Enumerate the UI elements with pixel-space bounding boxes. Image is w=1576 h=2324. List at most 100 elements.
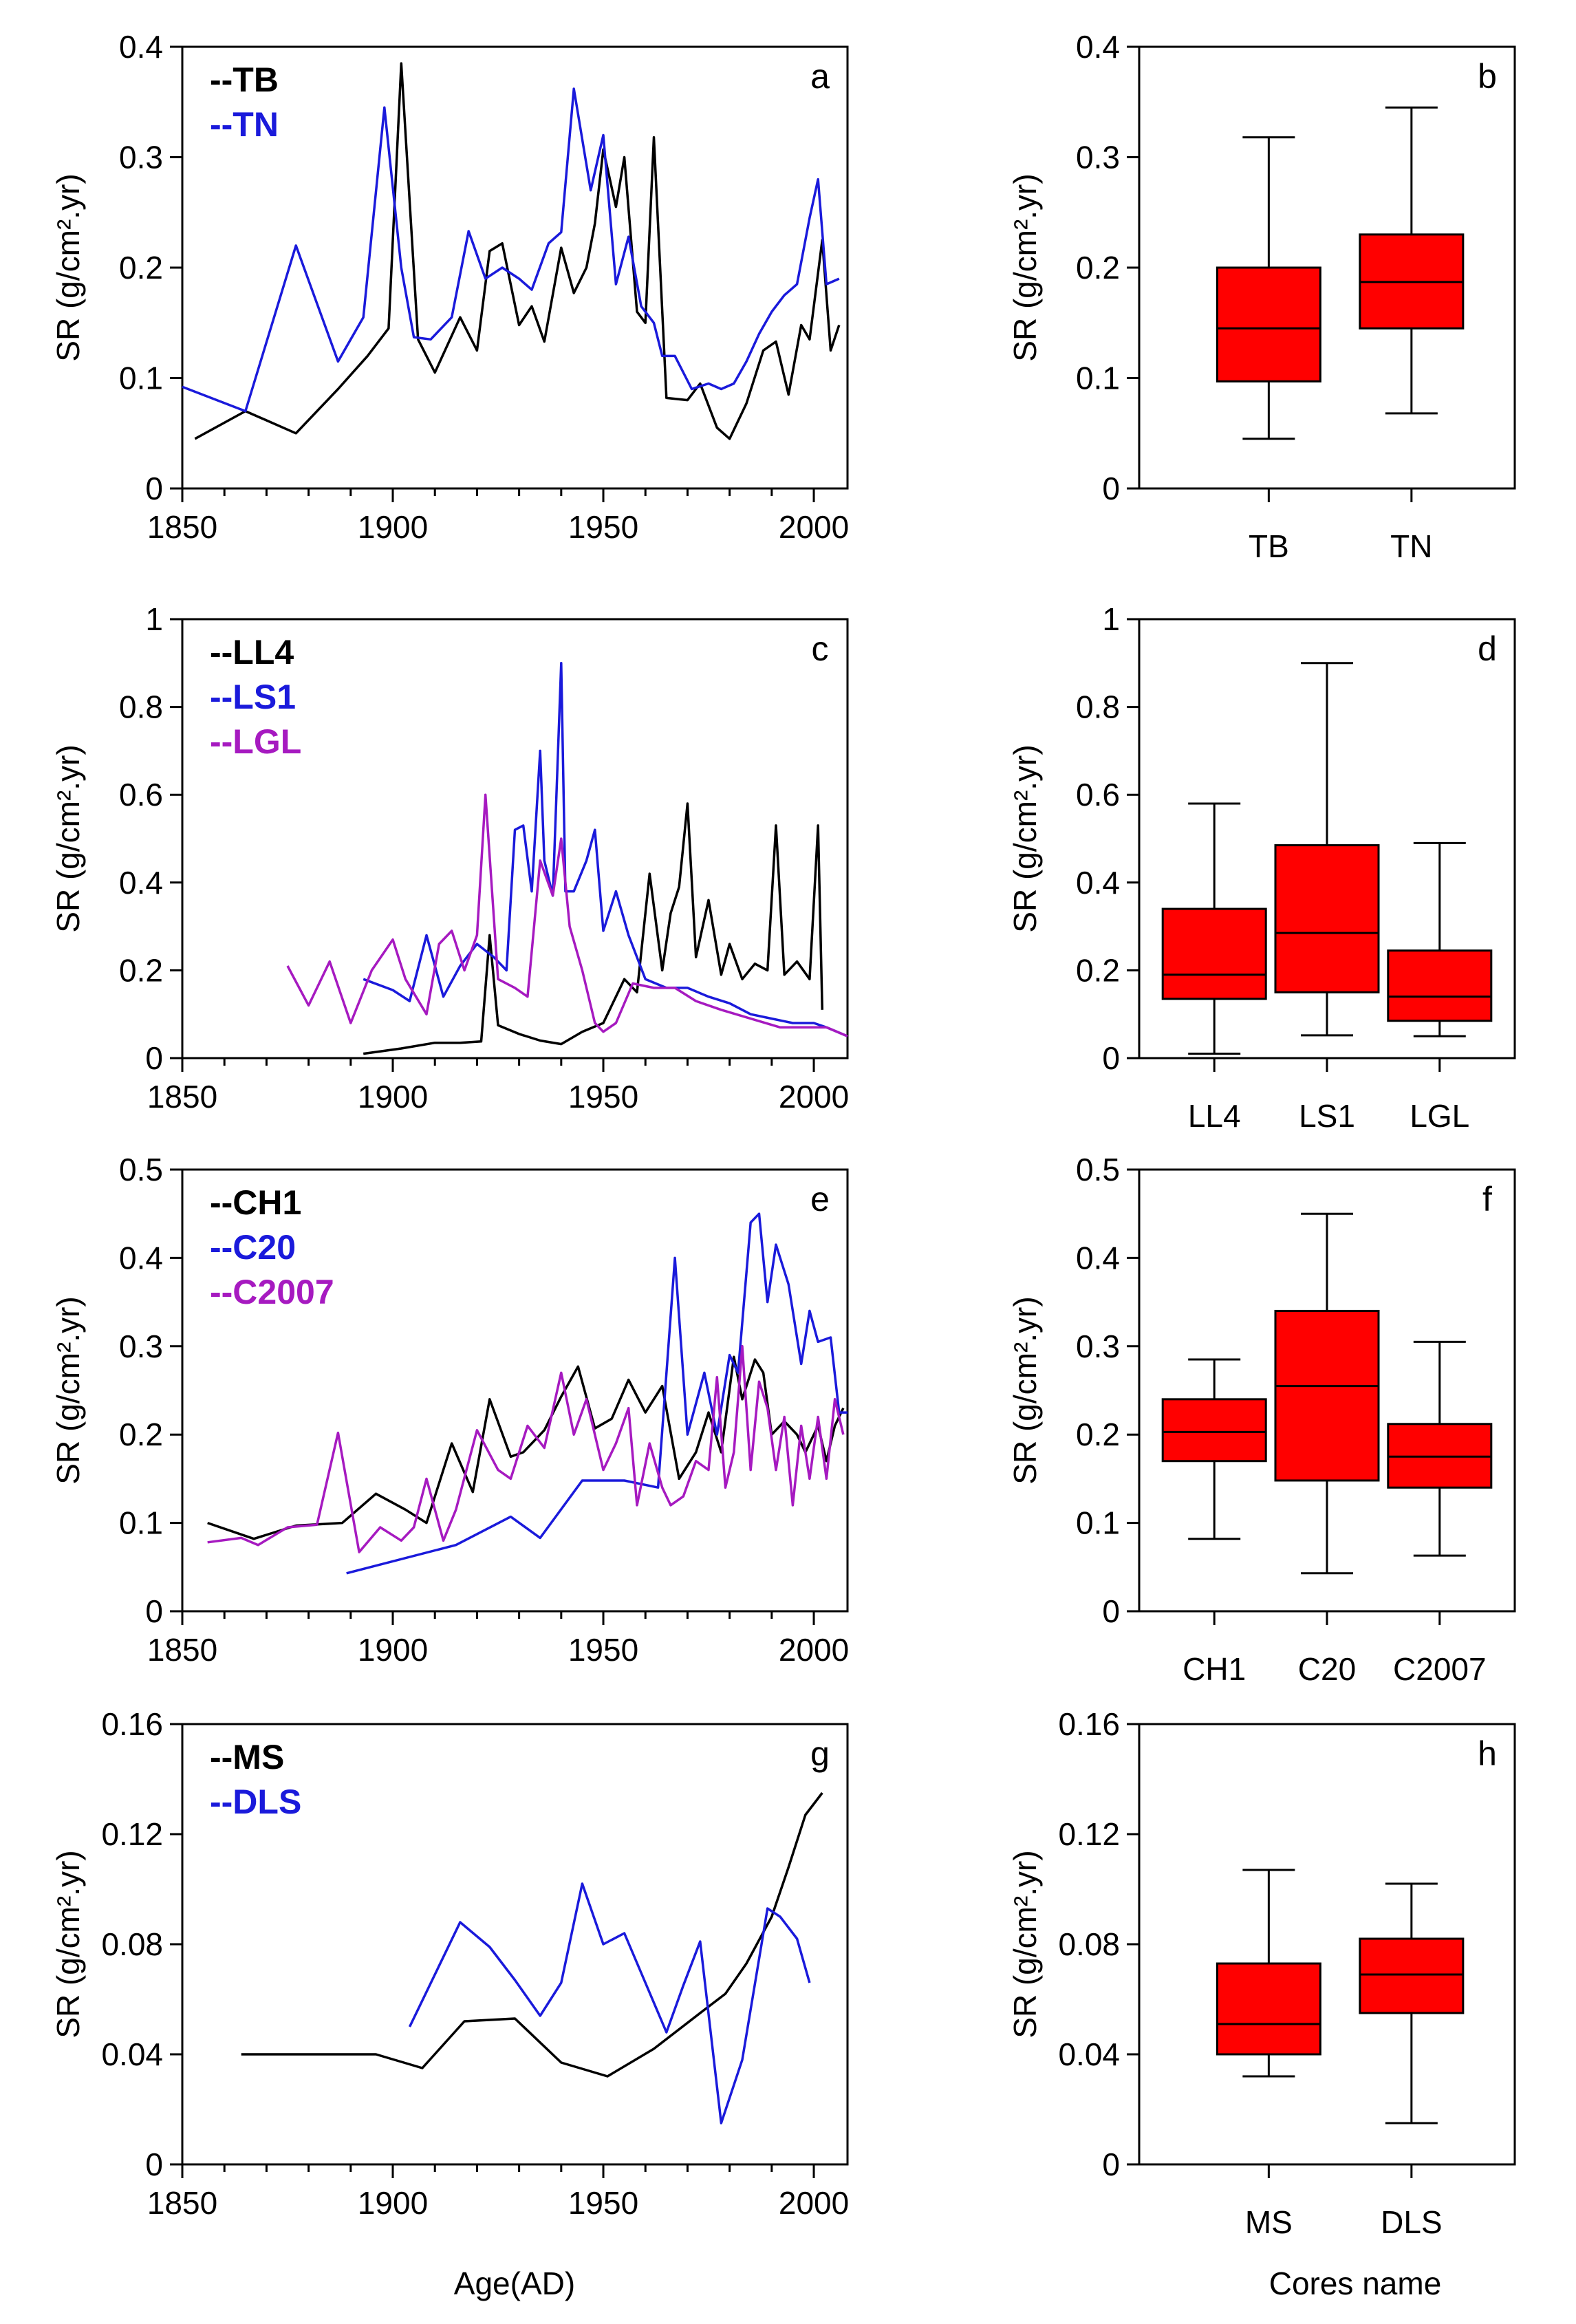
y-axis-label: SR (g/cm².yr) (1007, 1296, 1043, 1484)
series-line-dls (408, 1882, 811, 2124)
y-tick-label: 0 (145, 2147, 163, 2182)
y-tick-label: 0.5 (119, 1152, 163, 1187)
panel-e: 0 0.1 0.2 0.3 0.4 0.5 SR (g/cm².yr) e 1850 1900 19… (50, 1152, 849, 1668)
panel-g: 0 0.04 0.08 0.12 0.16 SR (g/cm².yr) g 1850 1900 1… (50, 1706, 849, 2221)
panel-label: f (1482, 1180, 1492, 1218)
panel-label: a (810, 57, 830, 96)
iqr-box-ls1 (1274, 844, 1380, 993)
y-tick-label: 0.16 (1058, 1706, 1120, 1742)
y-tick-label: 1 (145, 601, 163, 637)
x-tick-label: 1850 (147, 509, 217, 545)
series-line-ll4 (363, 802, 824, 1055)
y-tick-label: 0.08 (1058, 1926, 1120, 1962)
y-tick-label: 0.4 (119, 1240, 163, 1276)
y-tick-label: 0.6 (1076, 777, 1120, 813)
category-label: TN (1390, 528, 1432, 564)
y-tick-label: 0.6 (119, 777, 163, 813)
y-tick-label: 0.04 (101, 2036, 163, 2072)
y-tick-label: 0.04 (1058, 2036, 1120, 2072)
panel-label: g (810, 1734, 830, 1773)
category-label: LS1 (1299, 1098, 1355, 1134)
legend-entry: --LGL (210, 722, 301, 761)
y-tick-label: 0.4 (119, 865, 163, 901)
y-tick-label: 1 (1102, 601, 1120, 637)
x-tick-label: 1850 (147, 2185, 217, 2221)
plot-frame-a (181, 45, 849, 490)
y-tick-label: 0.4 (119, 29, 163, 65)
series-line-ls1 (363, 662, 848, 1037)
iqr-box-lgl (1387, 949, 1493, 1022)
y-tick-label: 0 (145, 1040, 163, 1076)
y-tick-label: 0.1 (1076, 1505, 1120, 1541)
series-line-c20 (346, 1212, 848, 1575)
panel-a: 0 0.1 0.2 0.3 0.4 SR (g/cm².yr) a 1850 1900 1950 2… (50, 29, 849, 545)
legend-entry: --MS (210, 1738, 284, 1776)
iqr-box-tb (1216, 266, 1321, 383)
x-axis-label-age: Age(AD) (454, 2266, 575, 2301)
x-axis-label-cores-name: Cores name (1269, 2266, 1442, 2301)
y-tick-label: 0.2 (119, 1417, 163, 1452)
category-label: DLS (1381, 2204, 1442, 2240)
x-tick-label: 2000 (779, 1632, 849, 1668)
x-tick-label: 1900 (358, 509, 428, 545)
legend-entry: --TN (210, 105, 279, 144)
y-tick-label: 0.3 (119, 1328, 163, 1364)
y-axis-label: SR (g/cm².yr) (50, 1296, 86, 1484)
iqr-box-dls (1359, 1937, 1465, 2014)
y-tick-label: 0 (1102, 1040, 1120, 1076)
y-tick-label: 0.2 (1076, 952, 1120, 988)
y-axis-label: SR (g/cm².yr) (50, 173, 86, 361)
panel-h: 0 0.04 0.08 0.12 0.16 SR (g/cm².yr) h MS DLS (1007, 1706, 1516, 2240)
iqr-box-ch1 (1161, 1398, 1267, 1463)
x-tick-label: 2000 (779, 2185, 849, 2221)
y-tick-label: 0 (145, 1593, 163, 1629)
x-tick-label: 1850 (147, 1632, 217, 1668)
y-tick-label: 0.1 (119, 1505, 163, 1541)
series-line-ms (241, 1792, 823, 2078)
y-tick-label: 0.5 (1076, 1152, 1120, 1187)
category-label: LGL (1410, 1098, 1469, 1134)
panel-b: 0 0.1 0.2 0.3 0.4 SR (g/cm².yr) b TB TN (1007, 29, 1516, 564)
iqr-box-ms (1216, 1962, 1321, 2056)
category-label: C2007 (1393, 1651, 1487, 1687)
panel-label: c (812, 630, 829, 668)
x-tick-label: 1950 (568, 509, 638, 545)
category-label: CH1 (1183, 1651, 1246, 1687)
y-tick-label: 0.2 (119, 250, 163, 286)
y-tick-label: 0 (1102, 1593, 1120, 1629)
legend-entry: --LL4 (210, 633, 294, 671)
legend-entry: --CH1 (210, 1183, 301, 1222)
panel-d: 0 0.2 0.4 0.6 0.8 1 SR (g/cm².yr) d LL4 LS1 LGL (1007, 601, 1516, 1134)
x-tick-label: 1950 (568, 2185, 638, 2221)
panel-label: h (1478, 1734, 1497, 1773)
y-tick-label: 0.4 (1076, 1240, 1120, 1276)
y-tick-label: 0.4 (1076, 865, 1120, 901)
category-label: MS (1245, 2204, 1293, 2240)
x-tick-label: 1900 (358, 1079, 428, 1115)
y-tick-label: 0.8 (119, 689, 163, 725)
y-axis-label: SR (g/cm².yr) (50, 1850, 86, 2038)
legend-entry: --LS1 (210, 678, 296, 716)
legend-entry: --C2007 (210, 1273, 334, 1311)
legend-entry: --TB (210, 61, 279, 99)
y-tick-label: 0.3 (1076, 1328, 1120, 1364)
panel-f: 0 0.1 0.2 0.3 0.4 0.5 SR (g/cm².yr) f CH1 C20 C200… (1007, 1152, 1516, 1687)
panel-c: 0 0.2 0.4 0.6 0.8 1 SR (g/cm².yr) c 1850 1900 1950… (50, 601, 849, 1115)
y-tick-label: 0 (145, 471, 163, 506)
y-tick-label: 0.1 (119, 361, 163, 396)
y-tick-label: 0.1 (1076, 361, 1120, 396)
x-tick-label: 2000 (779, 509, 849, 545)
panel-label: e (810, 1180, 830, 1218)
panel-label: b (1478, 57, 1497, 96)
y-tick-label: 0 (1102, 2147, 1120, 2182)
category-label: TB (1249, 528, 1289, 564)
series-line-tb (194, 62, 841, 440)
y-axis-label: SR (g/cm².yr) (50, 744, 86, 932)
category-label: C20 (1298, 1651, 1356, 1687)
series-line-tn (182, 87, 840, 413)
x-tick-label: 1850 (147, 1079, 217, 1115)
x-tick-label: 1900 (358, 1632, 428, 1668)
y-tick-label: 0.2 (1076, 250, 1120, 286)
y-axis-label: SR (g/cm².yr) (1007, 744, 1043, 932)
